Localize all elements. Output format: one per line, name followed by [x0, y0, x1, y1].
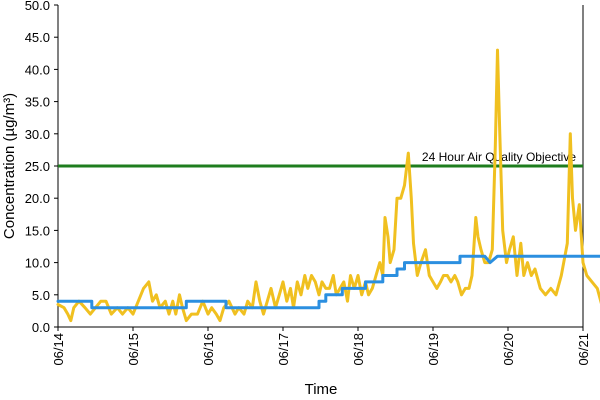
- y-tick-label: 40.0: [25, 62, 50, 77]
- series-line-2: [56, 254, 600, 310]
- y-tick-label: 50.0: [25, 0, 50, 13]
- y-tick-label: 10.0: [25, 256, 50, 271]
- y-tick-label: 25.0: [25, 159, 50, 174]
- x-tick-label: 06/17: [276, 333, 291, 366]
- y-tick-labels: 0.0 5.0 10.0 15.0 20.0 25.0 30.0 35.0 40.0 45.0 50…: [25, 0, 58, 335]
- y-axis-title: Concentration (µg/m³): [1, 93, 18, 239]
- y-tick-label: 0.0: [32, 320, 50, 335]
- y-tick-label: 20.0: [25, 191, 50, 206]
- y-tick-label: 5.0: [32, 288, 50, 303]
- x-tick-label: 06/19: [426, 333, 441, 366]
- x-tick-label: 06/21: [576, 333, 591, 366]
- x-tick-label: 06/14: [51, 333, 66, 366]
- x-tick-label: 06/15: [126, 333, 141, 366]
- x-axis-title: Time: [305, 381, 338, 398]
- y-tick-label: 45.0: [25, 30, 50, 45]
- x-tick-label: 06/18: [351, 333, 366, 366]
- y-tick-label: 15.0: [25, 223, 50, 238]
- x-tick-labels: 06/14 06/15 06/16 06/17 06/18 06/19 06/20 06/21: [51, 327, 591, 366]
- series-line-1: [56, 48, 600, 323]
- x-tick-label: 06/20: [501, 333, 516, 366]
- x-tick-label: 06/16: [201, 333, 216, 366]
- series-group: [56, 48, 600, 323]
- y-tick-label: 35.0: [25, 95, 50, 110]
- y-tick-label: 30.0: [25, 127, 50, 142]
- reference-line-group: 24 Hour Air Quality Objective: [58, 150, 583, 168]
